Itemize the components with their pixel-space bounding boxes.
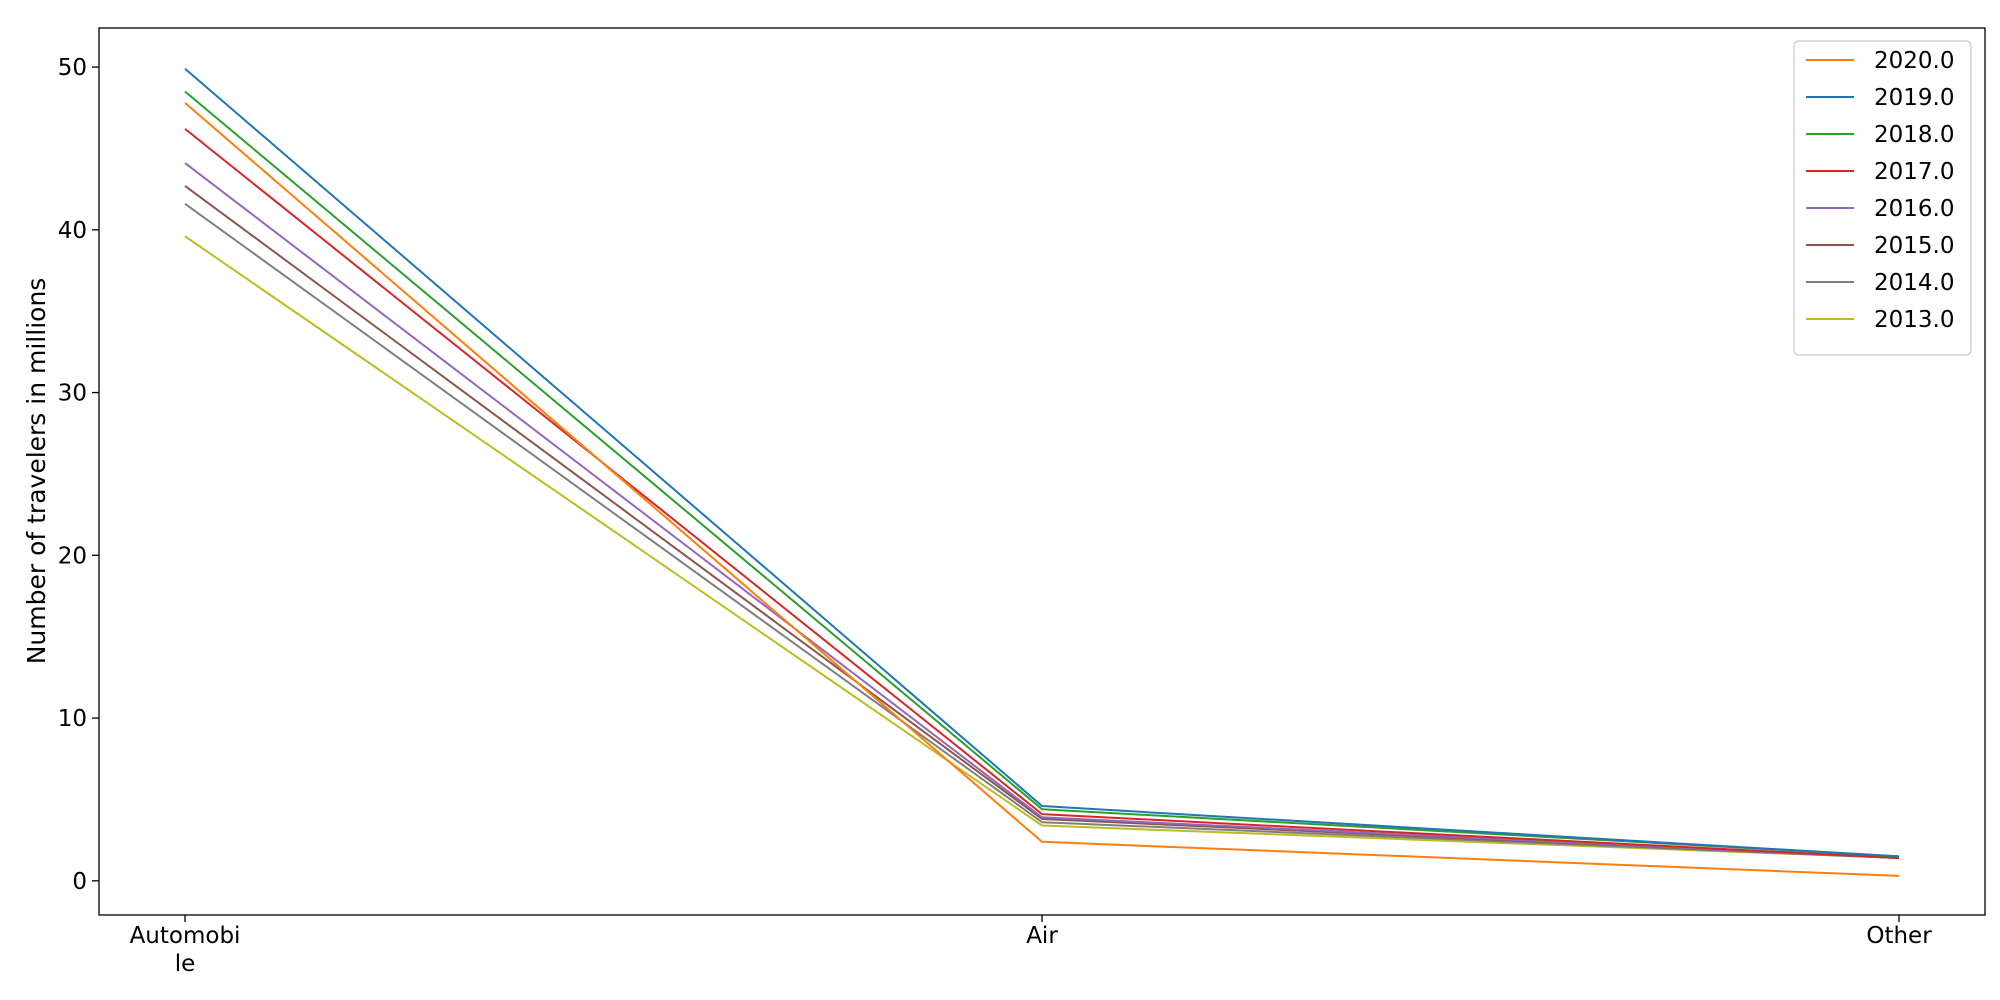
y-tick-label: 0 — [72, 869, 87, 895]
x-tick-label: Air — [1026, 923, 1058, 949]
y-tick-label: 10 — [58, 706, 87, 732]
legend-entry-label: 2013.0 — [1874, 307, 1954, 333]
series-line-2013.0 — [184, 235, 1900, 859]
legend-entry-label: 2020.0 — [1874, 48, 1954, 74]
legend-entry-label: 2014.0 — [1874, 270, 1954, 296]
y-tick-label: 20 — [58, 543, 87, 569]
series-line-2018.0 — [184, 90, 1900, 858]
legend-entry-label: 2018.0 — [1874, 122, 1954, 148]
series-line-2014.0 — [184, 202, 1900, 859]
series-line-2016.0 — [184, 162, 1900, 859]
legend-entry-label: 2016.0 — [1874, 196, 1954, 222]
series-line-2020.0 — [184, 102, 1900, 877]
legend-entry-label: 2019.0 — [1874, 85, 1954, 111]
plot-area-frame — [98, 27, 1986, 916]
legend-entry-label: 2017.0 — [1874, 159, 1954, 185]
y-tick-label: 30 — [58, 381, 87, 407]
series-line-2019.0 — [184, 67, 1900, 858]
series-layer — [184, 67, 1900, 877]
legend-box — [1793, 40, 1972, 356]
series-line-2017.0 — [184, 128, 1900, 859]
x-tick-label: Other — [1866, 923, 1932, 949]
y-tick-label: 50 — [58, 55, 87, 81]
y-axis-label: Number of travelers in millions — [22, 278, 51, 665]
x-tick-label: Automobi le — [130, 923, 241, 977]
legend-entry-label: 2015.0 — [1874, 233, 1954, 259]
y-axis: 0 10 20 30 40 50 — [58, 55, 99, 895]
x-axis: Automobi le Air Other — [130, 915, 1932, 977]
y-tick-label: 40 — [58, 218, 87, 244]
series-line-2015.0 — [184, 185, 1900, 859]
legend: 2020.0 2019.0 2018.0 2017.0 2016.0 2015.0 2014… — [1793, 40, 1972, 356]
